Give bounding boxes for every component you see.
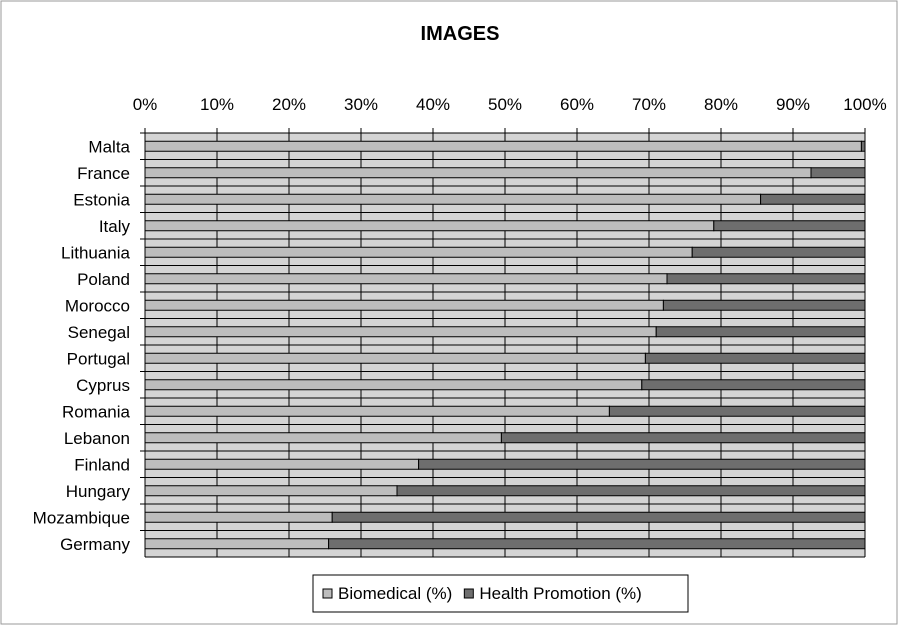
category-label: Germany bbox=[60, 535, 130, 554]
category-label: Hungary bbox=[66, 482, 131, 501]
bar-segment bbox=[144, 405, 610, 417]
bar-segment bbox=[144, 511, 333, 523]
bar-segment bbox=[810, 167, 866, 179]
bar-segment bbox=[691, 246, 866, 258]
legend-label: Biomedical (%) bbox=[338, 584, 452, 603]
bar-segment bbox=[641, 379, 866, 391]
category-label: Estonia bbox=[73, 190, 130, 209]
legend-swatch bbox=[463, 588, 474, 599]
bar-segment bbox=[144, 193, 762, 205]
bar-segment bbox=[655, 326, 866, 338]
x-tick-label: 70% bbox=[632, 95, 666, 114]
bar-segment bbox=[144, 379, 643, 391]
bar-segment bbox=[144, 458, 420, 470]
bar-segment bbox=[144, 352, 646, 364]
bar-segment bbox=[644, 352, 866, 364]
bar-segment bbox=[396, 485, 866, 497]
bar-segment bbox=[144, 167, 812, 179]
x-tick-label: 30% bbox=[344, 95, 378, 114]
category-label: Morocco bbox=[65, 296, 130, 315]
legend-label: Health Promotion (%) bbox=[479, 584, 642, 603]
category-label: Portugal bbox=[67, 349, 130, 368]
x-tick-label: 40% bbox=[416, 95, 450, 114]
bar-segment bbox=[608, 405, 866, 417]
x-tick-label: 100% bbox=[843, 95, 886, 114]
bar-segment bbox=[144, 326, 657, 338]
category-label: Cyprus bbox=[76, 376, 130, 395]
chart-title: IMAGES bbox=[421, 23, 500, 45]
bar-segment bbox=[500, 432, 866, 444]
bar-segment bbox=[418, 458, 866, 470]
x-tick-label: 50% bbox=[488, 95, 522, 114]
category-label: Romania bbox=[62, 402, 131, 421]
x-tick-label: 10% bbox=[200, 95, 234, 114]
category-label: Finland bbox=[74, 455, 130, 474]
category-label: Mozambique bbox=[33, 508, 130, 527]
legend-box bbox=[312, 574, 689, 613]
category-label: Poland bbox=[77, 270, 130, 289]
bar-segment bbox=[144, 538, 330, 550]
bar-segment bbox=[144, 432, 502, 444]
x-tick-label: 20% bbox=[272, 95, 306, 114]
bar-segment bbox=[662, 299, 866, 311]
category-label: Italy bbox=[99, 217, 131, 236]
x-tick-label: 0% bbox=[133, 95, 158, 114]
category-label: Senegal bbox=[68, 323, 130, 342]
bar-segment bbox=[144, 246, 693, 258]
x-tick-label: 60% bbox=[560, 95, 594, 114]
bar-segment bbox=[144, 140, 862, 152]
category-label: France bbox=[77, 164, 130, 183]
category-label: Malta bbox=[88, 137, 130, 156]
category-label: Lithuania bbox=[61, 243, 131, 262]
bar-segment bbox=[860, 140, 866, 152]
legend-swatch bbox=[322, 588, 333, 599]
bar-segment bbox=[144, 485, 398, 497]
bar-segment bbox=[144, 273, 668, 285]
bar-segment bbox=[144, 220, 715, 232]
category-label: Lebanon bbox=[64, 429, 130, 448]
bar-segment bbox=[666, 273, 866, 285]
bar-segment bbox=[144, 299, 664, 311]
bar-segment bbox=[760, 193, 866, 205]
x-tick-label: 80% bbox=[704, 95, 738, 114]
bar-segment bbox=[328, 538, 866, 550]
bar-segment bbox=[713, 220, 866, 232]
x-tick-label: 90% bbox=[776, 95, 810, 114]
bar-segment bbox=[331, 511, 866, 523]
